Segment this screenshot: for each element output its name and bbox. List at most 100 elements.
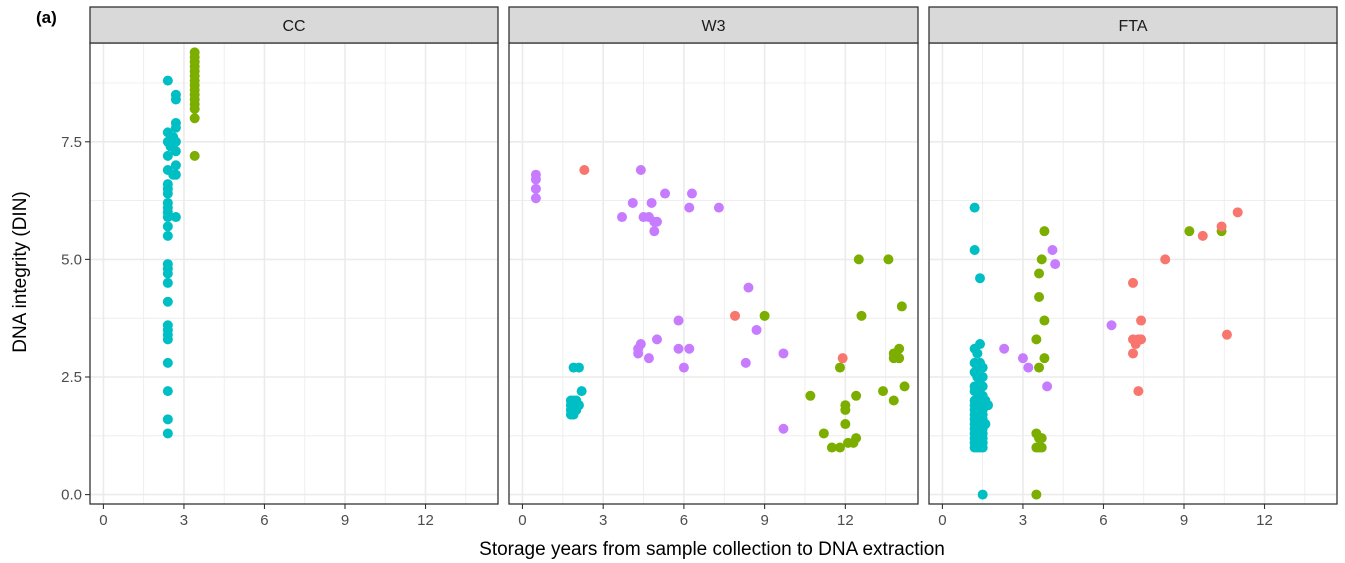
data-point-teal	[568, 395, 579, 406]
data-point-purple	[651, 216, 662, 227]
data-point-purple	[751, 324, 762, 335]
x-tick-label: 0	[938, 512, 946, 529]
data-point-teal	[162, 386, 173, 397]
data-point-red	[1232, 207, 1243, 218]
data-point-teal	[162, 268, 173, 279]
data-point-red	[730, 310, 741, 321]
x-tick-label: 6	[260, 512, 268, 529]
data-point-purple	[684, 202, 695, 213]
x-tick-label: 12	[837, 512, 854, 529]
data-point-green	[1036, 433, 1047, 444]
data-point-purple	[651, 334, 662, 345]
data-point-green	[759, 310, 770, 321]
data-point-purple	[678, 362, 689, 373]
data-point-purple	[778, 348, 789, 359]
data-point-teal	[162, 150, 173, 161]
data-point-green	[189, 150, 200, 161]
data-point-teal	[170, 146, 181, 157]
data-point-purple	[999, 343, 1010, 354]
data-point-purple	[778, 423, 789, 434]
data-point-purple	[627, 197, 638, 208]
data-point-red	[1136, 334, 1147, 345]
data-point-teal	[162, 221, 173, 232]
data-point-purple	[635, 339, 646, 350]
x-tick-label: 6	[680, 512, 688, 529]
data-point-teal	[170, 212, 181, 223]
data-point-teal	[980, 395, 991, 406]
y-axis-title: DNA integrity (DIN)	[10, 191, 31, 353]
data-point-purple	[1017, 353, 1028, 364]
facet-panels: CC 0 3 6 9 12 0.0 2.5 5.0 7.5 W3 0 3 6 9 12 FTA 0 3 6 9 12	[61, 6, 1338, 529]
data-point-purple	[643, 353, 654, 364]
data-point-teal	[170, 89, 181, 100]
data-point-teal	[162, 357, 173, 368]
data-point-purple	[530, 193, 541, 204]
data-point-teal	[975, 339, 985, 350]
data-point-teal	[162, 334, 173, 345]
data-point-teal	[162, 75, 173, 86]
data-point-green	[878, 386, 889, 397]
data-point-green	[1039, 315, 1050, 326]
data-point-green	[1031, 489, 1042, 500]
data-point-red	[1216, 221, 1227, 232]
data-point-red	[1197, 230, 1208, 241]
x-tick-label: 3	[180, 512, 188, 529]
x-tick-label: 3	[599, 512, 607, 529]
data-point-purple	[1106, 320, 1117, 331]
data-point-purple	[649, 226, 660, 237]
data-point-purple	[1047, 244, 1058, 255]
facet-strip	[89, 6, 499, 44]
data-point-green	[189, 113, 200, 124]
facet-panel-fta: FTA 0 3 6 9 12	[928, 6, 1338, 529]
data-point-purple	[646, 197, 657, 208]
data-point-purple	[1023, 362, 1034, 373]
data-point-green	[896, 301, 907, 312]
facet-strip	[928, 6, 1338, 44]
facet-strip-label: W3	[702, 18, 726, 35]
data-point-purple	[635, 165, 646, 176]
data-point-red	[837, 353, 848, 364]
data-point-red	[579, 165, 590, 176]
data-point-teal	[977, 489, 988, 500]
y-tick-label: 7.5	[61, 134, 82, 151]
data-point-green	[189, 103, 200, 114]
data-point-purple	[1042, 381, 1053, 392]
data-point-teal	[977, 442, 988, 453]
data-point-teal	[162, 296, 173, 307]
x-tick-label: 9	[341, 512, 349, 529]
data-point-green	[1184, 226, 1195, 237]
facet-panel-cc: CC 0 3 6 9 12 0.0 2.5 5.0 7.5	[61, 6, 499, 529]
data-point-teal	[170, 169, 181, 180]
data-point-green	[1036, 442, 1047, 453]
data-point-green	[894, 353, 905, 364]
data-point-teal	[573, 362, 584, 373]
data-point-teal	[576, 386, 587, 397]
data-point-green	[888, 395, 899, 406]
data-point-green	[818, 428, 829, 439]
data-point-green	[851, 433, 862, 444]
data-point-teal	[162, 277, 173, 288]
data-point-green	[834, 442, 845, 453]
x-tick-label: 12	[1256, 512, 1273, 529]
data-point-purple	[1050, 259, 1061, 270]
y-tick-label: 5.0	[61, 251, 82, 268]
data-point-teal	[977, 371, 988, 382]
data-point-green	[1039, 226, 1050, 237]
data-point-teal	[980, 419, 991, 430]
data-point-green	[894, 343, 905, 354]
data-point-purple	[617, 212, 628, 223]
facet-strip	[508, 6, 919, 44]
x-tick-label: 9	[1180, 512, 1188, 529]
data-point-teal	[162, 188, 173, 199]
data-point-teal	[162, 414, 173, 425]
data-point-purple	[684, 343, 695, 354]
data-point-teal	[969, 244, 980, 255]
data-point-red	[1136, 315, 1147, 326]
data-point-green	[899, 381, 910, 392]
data-point-green	[834, 362, 845, 373]
data-point-red	[1221, 329, 1232, 340]
data-point-green	[1034, 292, 1045, 303]
data-point-green	[1039, 353, 1050, 364]
plot-background	[509, 43, 918, 504]
